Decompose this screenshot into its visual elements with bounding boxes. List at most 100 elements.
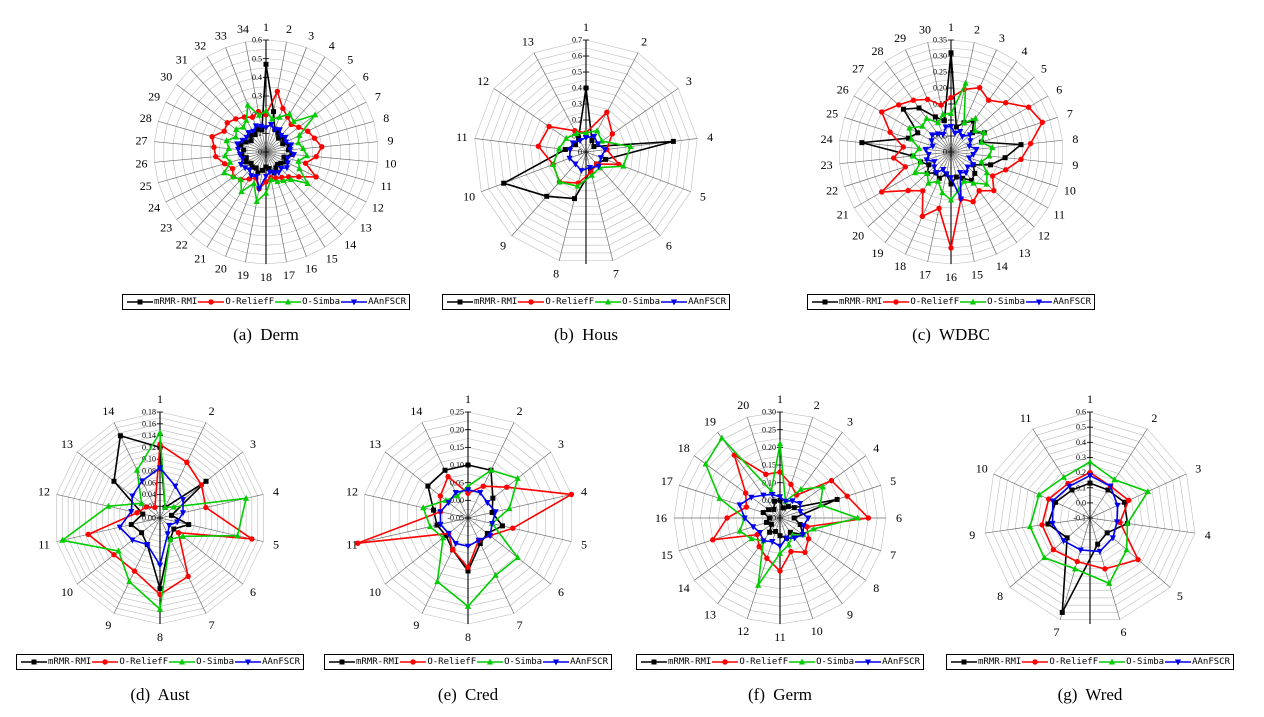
svg-text:0.5: 0.5	[252, 54, 262, 63]
legend-label: O-ReliefF	[739, 657, 789, 667]
svg-text:10: 10	[369, 585, 381, 599]
svg-text:0.16: 0.16	[142, 419, 156, 428]
svg-text:0.25: 0.25	[450, 408, 464, 417]
legend-label: AAnFSCR	[1192, 657, 1230, 667]
legend-item-aanfscr: AAnFSCR	[234, 656, 300, 668]
legend-label: AAnFSCR	[688, 297, 726, 307]
legend-hous: mRMR-RMI O-ReliefF O-Simba AAnFSCR	[441, 294, 730, 310]
triangle-down-legend-marker-icon	[661, 299, 688, 306]
caption-cred: (e) Cred	[437, 685, 499, 704]
svg-text:9: 9	[387, 133, 393, 147]
legend-label: O-Simba	[504, 657, 543, 667]
legend-label: O-ReliefF	[225, 297, 275, 307]
caption-derm: (a) Derm	[233, 325, 299, 344]
svg-text:0.2: 0.2	[252, 110, 262, 119]
radar-chart-germ: 0.30 0.25 0.20 0.15 0.10 0.05 0 1 2 3 4 5 6 7 8 9 10 11 12…	[630, 378, 930, 705]
svg-text:10: 10	[384, 157, 396, 171]
svg-text:31: 31	[176, 53, 188, 67]
svg-text:1: 1	[583, 20, 589, 34]
square-legend-marker-icon	[20, 659, 47, 665]
svg-text:0.3: 0.3	[252, 92, 262, 101]
svg-text:10: 10	[976, 462, 988, 476]
svg-text:11: 11	[456, 130, 468, 144]
svg-text:0.00: 0.00	[142, 514, 156, 523]
legend-label: O-ReliefF	[1049, 657, 1099, 667]
radar-chart-wred: 0.6 0.5 0.4 0.3 0.2 0.1 0.0 -0.1 1 2 3 4 5 6 7 8 9 10 11 m…	[940, 378, 1240, 705]
triangle-down-legend-marker-icon	[855, 659, 882, 666]
svg-text:8: 8	[383, 111, 389, 125]
svg-text:18: 18	[894, 259, 906, 273]
svg-text:12: 12	[372, 201, 384, 215]
legend-item-o-relieff: O-ReliefF	[517, 296, 594, 308]
svg-text:0.2: 0.2	[1076, 468, 1086, 477]
svg-text:30: 30	[919, 23, 931, 37]
svg-text:10: 10	[463, 189, 475, 203]
svg-text:6: 6	[1056, 83, 1062, 97]
svg-text:0: 0	[772, 514, 776, 523]
svg-text:17: 17	[283, 268, 295, 282]
svg-text:0.05: 0.05	[450, 478, 464, 487]
svg-text:11: 11	[1053, 208, 1065, 222]
svg-text:2: 2	[974, 23, 980, 37]
svg-text:8: 8	[465, 630, 471, 644]
svg-text:7: 7	[1067, 106, 1073, 120]
radar-plot-aust: 0.180.160.140.120.100.080.060.040.020.00…	[38, 392, 279, 644]
legend-item-o-simba: O-Simba	[476, 656, 542, 668]
triangle-down-legend-marker-icon	[1165, 659, 1192, 666]
svg-text:13: 13	[1018, 246, 1030, 260]
legend-label: AAnFSCR	[262, 657, 300, 667]
legend-item-mrmr-rmi: mRMR-RMI	[950, 656, 1021, 668]
svg-text:14: 14	[344, 237, 356, 251]
svg-text:9: 9	[500, 239, 506, 253]
svg-text:2: 2	[1151, 411, 1157, 425]
svg-text:9: 9	[969, 528, 975, 542]
svg-text:1: 1	[157, 392, 163, 406]
svg-text:0.08: 0.08	[142, 466, 156, 475]
svg-text:1: 1	[777, 392, 783, 406]
svg-text:-0.1: -0.1	[1073, 514, 1086, 523]
svg-text:4: 4	[273, 485, 279, 499]
svg-text:0.05: 0.05	[933, 132, 947, 141]
legend-item-mrmr-rmi: mRMR-RMI	[126, 296, 197, 308]
svg-text:25: 25	[826, 106, 838, 120]
circle-legend-marker-icon	[400, 659, 427, 665]
legend-label: O-Simba	[987, 297, 1026, 307]
svg-text:14: 14	[678, 581, 690, 595]
svg-text:2: 2	[286, 22, 292, 36]
legend-item-o-simba: O-Simba	[788, 656, 854, 668]
svg-text:1: 1	[948, 20, 954, 34]
svg-text:34: 34	[237, 22, 249, 36]
legend-item-aanfscr: AAnFSCR	[1164, 656, 1230, 668]
svg-text:6: 6	[1121, 625, 1127, 639]
svg-text:0.20: 0.20	[450, 425, 464, 434]
caption-wdbc: (c) WDBC	[912, 325, 990, 344]
svg-text:7: 7	[517, 618, 523, 632]
svg-text:-0.05: -0.05	[447, 514, 464, 523]
svg-text:14: 14	[102, 404, 114, 418]
svg-text:3: 3	[847, 415, 853, 429]
svg-text:6: 6	[558, 585, 564, 599]
legend-item-aanfscr: AAnFSCR	[340, 296, 406, 308]
svg-text:15: 15	[971, 267, 983, 281]
svg-text:14: 14	[410, 404, 422, 418]
svg-text:0.05: 0.05	[762, 496, 776, 505]
caption-hous: (b) Hous	[554, 325, 618, 344]
svg-text:0.25: 0.25	[762, 425, 776, 434]
svg-text:0.10: 0.10	[142, 455, 156, 464]
svg-text:24: 24	[148, 201, 160, 215]
legend-wdbc: mRMR-RMI O-ReliefF O-Simba AAnFSCR	[806, 294, 1095, 310]
svg-text:19: 19	[237, 268, 249, 282]
legend-item-o-simba: O-Simba	[959, 296, 1025, 308]
legend-item-o-relieff: O-ReliefF	[711, 656, 788, 668]
svg-text:0.3: 0.3	[572, 100, 582, 109]
triangle-up-legend-marker-icon	[169, 658, 196, 665]
svg-text:17: 17	[919, 267, 931, 281]
svg-text:28: 28	[872, 44, 884, 58]
legend-item-o-relieff: O-ReliefF	[882, 296, 959, 308]
svg-text:0.30: 0.30	[762, 408, 776, 417]
svg-text:0.06: 0.06	[142, 478, 156, 487]
legend-label: AAnFSCR	[368, 297, 406, 307]
svg-text:8: 8	[553, 266, 559, 280]
svg-text:9: 9	[413, 618, 419, 632]
